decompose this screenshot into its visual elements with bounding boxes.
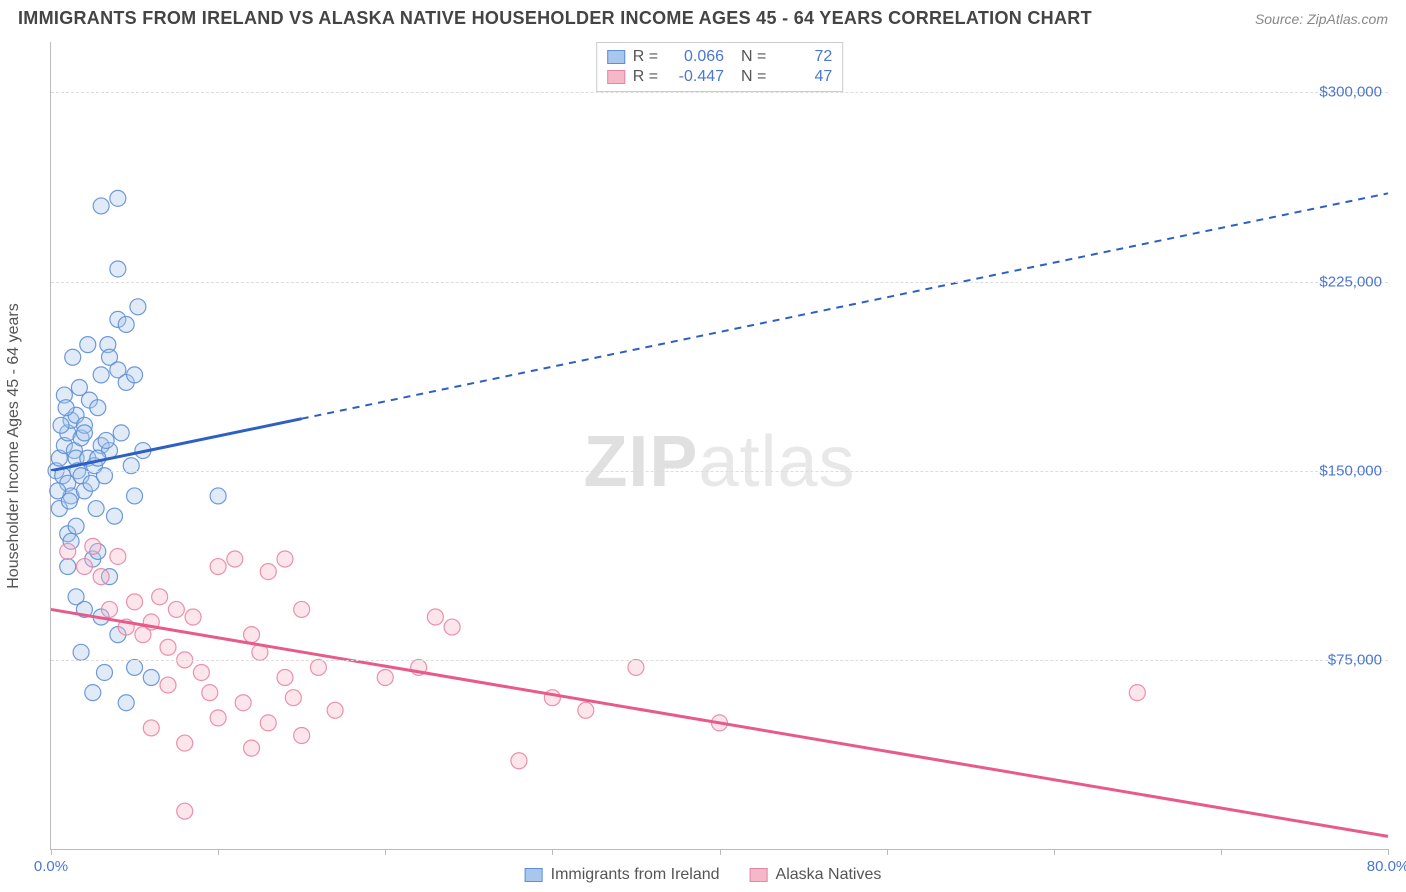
chart-source: Source: ZipAtlas.com	[1255, 11, 1388, 27]
legend-series: Immigrants from Ireland Alaska Natives	[525, 866, 882, 884]
xtick-label: 80.0%	[1367, 858, 1406, 875]
chart-title: IMMIGRANTS FROM IRELAND VS ALASKA NATIVE…	[18, 8, 1092, 29]
swatch-icon	[525, 868, 543, 882]
legend-item: Immigrants from Ireland	[525, 866, 720, 884]
chart-canvas	[51, 42, 1388, 849]
plot-area: ZIPatlas R = 0.066 N = 72 R = -0.447 N =…	[50, 42, 1388, 850]
source-label: Source:	[1255, 11, 1303, 27]
ytick-label: $150,000	[1319, 462, 1382, 479]
source-value: ZipAtlas.com	[1307, 11, 1388, 27]
ytick-label: $300,000	[1319, 84, 1382, 101]
y-axis-label: Householder Income Ages 45 - 64 years	[5, 303, 23, 589]
ytick-label: $225,000	[1319, 273, 1382, 290]
ytick-label: $75,000	[1328, 651, 1382, 668]
swatch-icon	[750, 868, 768, 882]
chart-header: IMMIGRANTS FROM IRELAND VS ALASKA NATIVE…	[0, 0, 1406, 35]
xtick-label: 0.0%	[34, 858, 68, 875]
legend-item: Alaska Natives	[750, 866, 882, 884]
legend-label: Immigrants from Ireland	[551, 866, 720, 884]
legend-label: Alaska Natives	[776, 866, 882, 884]
